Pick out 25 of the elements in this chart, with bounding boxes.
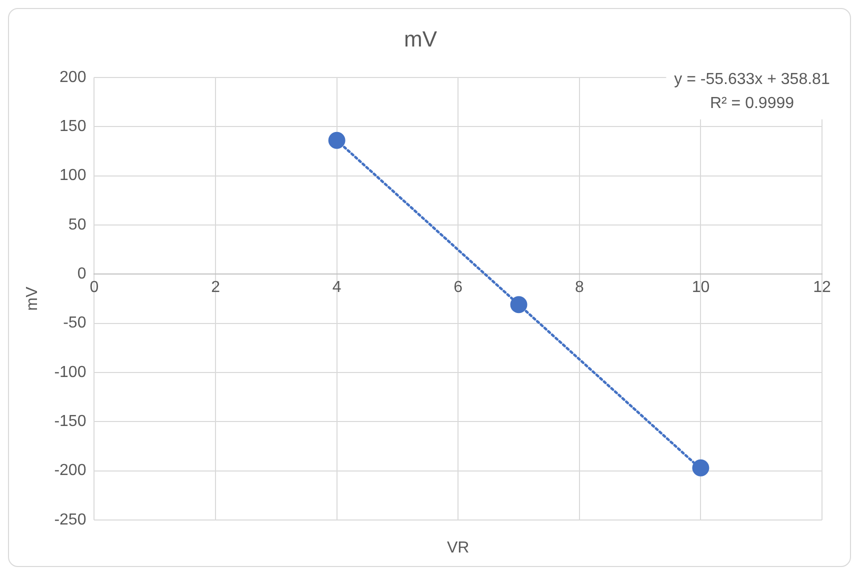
y-tick-label: 50 bbox=[68, 216, 86, 234]
x-tick-label: 0 bbox=[90, 279, 99, 296]
x-tick-label: 2 bbox=[211, 279, 220, 296]
point bbox=[510, 296, 528, 314]
x-tick-label: 8 bbox=[574, 279, 584, 296]
y-tick-label: -50 bbox=[63, 314, 86, 332]
y-tick-label: -150 bbox=[54, 413, 86, 430]
y-tick-label: 200 bbox=[60, 68, 86, 86]
chart-title: mV bbox=[404, 26, 438, 52]
point bbox=[328, 132, 346, 149]
annotation: R² = 0.9999 bbox=[710, 94, 794, 112]
y-tick-label: -200 bbox=[54, 462, 86, 480]
y-axis-title: mV bbox=[24, 286, 42, 311]
y-tick-label: 100 bbox=[60, 167, 86, 184]
y-tick-label: -250 bbox=[54, 511, 86, 528]
point bbox=[692, 459, 710, 476]
y-tick-label: 0 bbox=[77, 266, 86, 283]
x-tick-label: 10 bbox=[692, 279, 710, 296]
y-tick-label: -100 bbox=[54, 364, 86, 381]
x-tick-label: 12 bbox=[813, 279, 831, 296]
y-tick-label: 150 bbox=[60, 118, 86, 135]
annotation: y = -55.633x + 358.81 bbox=[674, 70, 830, 88]
x-axis-title: VR bbox=[446, 539, 470, 556]
x-tick-label: 4 bbox=[332, 279, 342, 296]
x-tick-label: 6 bbox=[454, 279, 463, 296]
